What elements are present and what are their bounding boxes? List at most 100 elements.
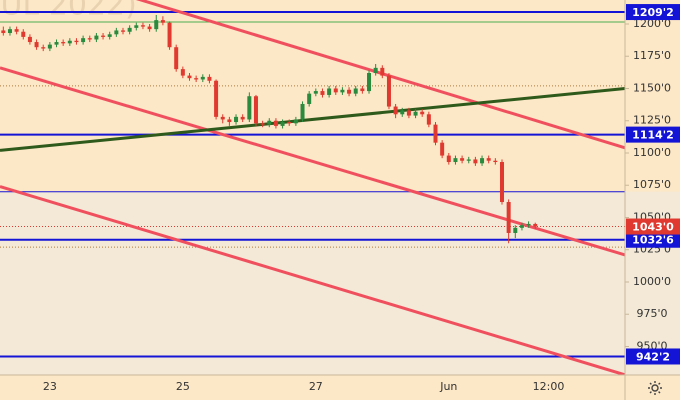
candle-body — [347, 89, 352, 94]
candle-body — [360, 88, 365, 92]
level-box — [626, 4, 680, 21]
candle-body — [87, 38, 92, 40]
y-tick-label: 1175'0 — [633, 49, 671, 62]
candle-body — [400, 110, 405, 115]
candle-body — [207, 76, 212, 81]
candle-body — [386, 75, 391, 107]
x-tick-label: Jun — [439, 380, 457, 393]
y-tick-label: 1100'0 — [633, 146, 671, 159]
level-box — [626, 231, 680, 248]
trend-line — [135, 0, 625, 150]
candle-body — [214, 80, 219, 117]
candle-body — [493, 160, 498, 163]
level-label: 1209'2 — [632, 6, 674, 19]
candle-body — [1, 30, 6, 34]
candle-body — [27, 36, 32, 43]
candle-body — [54, 42, 59, 45]
candle-body — [47, 44, 52, 49]
x-tick-label: 12:00 — [533, 380, 565, 393]
candle-body — [14, 29, 19, 32]
candle-body — [234, 116, 239, 123]
y-tick-label: 975'0 — [636, 307, 667, 320]
candle-body — [74, 40, 79, 43]
candle-body — [34, 42, 39, 48]
candle-body — [167, 22, 172, 48]
candle-body — [194, 78, 199, 80]
candle-body — [426, 114, 431, 125]
candle-body — [460, 158, 465, 161]
y-tick-label: 1000'0 — [633, 275, 671, 288]
candle-body — [513, 227, 518, 233]
candle-body — [107, 34, 112, 37]
candle-body — [307, 93, 312, 104]
candle-body — [313, 91, 318, 94]
y-tick-label: 1125'0 — [633, 114, 671, 127]
candle-body — [499, 162, 504, 203]
candle-body — [61, 42, 66, 44]
level-label: 942'2 — [636, 350, 670, 363]
candle-body — [174, 47, 179, 70]
candle-body — [247, 96, 252, 120]
candle-body — [253, 96, 258, 124]
candle-body — [67, 40, 72, 44]
current-price-box — [626, 218, 680, 235]
candle-body — [533, 223, 538, 227]
level-box — [626, 126, 680, 143]
candle-body — [260, 123, 265, 125]
candle-body — [101, 35, 106, 37]
trend-line — [0, 66, 625, 257]
candle-body — [220, 116, 225, 120]
level-label: 1114'2 — [632, 129, 674, 142]
x-tick-label: 25 — [176, 380, 190, 393]
candle-body — [353, 88, 358, 94]
x-tick-label: 27 — [309, 380, 323, 393]
candle-body — [7, 29, 12, 34]
candle-body — [147, 26, 152, 30]
candle-body — [273, 120, 278, 126]
candle-body — [41, 47, 46, 49]
candle-body — [81, 38, 86, 43]
candle-body — [160, 20, 165, 23]
candle-body — [340, 89, 345, 93]
candle-body — [240, 116, 245, 120]
current-price-label: 1043'0 — [632, 221, 674, 234]
candle-body — [480, 158, 485, 164]
candle-body — [519, 225, 524, 228]
trend-line — [0, 87, 625, 152]
candle-body — [287, 122, 292, 124]
candle-body — [127, 27, 132, 32]
candle-body — [453, 158, 458, 163]
candle-body — [227, 119, 232, 123]
candle-body — [300, 103, 305, 120]
candle-body — [140, 25, 145, 27]
candle-body — [121, 30, 126, 32]
candle-body — [94, 35, 99, 40]
candle-body — [380, 67, 385, 76]
candle-body — [466, 159, 471, 161]
candle-body — [21, 31, 26, 37]
settings-icon[interactable] — [648, 381, 662, 395]
lower-zone — [0, 191, 680, 375]
candle-body — [433, 124, 438, 143]
y-tick-label: 1150'0 — [633, 81, 671, 94]
candle-body — [333, 88, 338, 93]
candle-body — [327, 88, 332, 95]
x-tick-label: 23 — [43, 380, 57, 393]
candle-body — [393, 106, 398, 115]
candle-body — [367, 73, 372, 92]
candle-body — [134, 25, 139, 28]
candle-body — [406, 110, 411, 116]
candle-body — [526, 223, 531, 226]
candle-body — [200, 76, 205, 80]
y-tick-label: 1075'0 — [633, 178, 671, 191]
candle-body — [473, 159, 478, 164]
candle-body — [486, 158, 491, 161]
candle-body — [373, 67, 378, 74]
candle-body — [187, 75, 192, 79]
candle-body — [180, 69, 185, 76]
trend-line — [0, 185, 625, 375]
candle-body — [293, 119, 298, 124]
candle-body — [440, 142, 445, 156]
candle-body — [154, 20, 159, 30]
